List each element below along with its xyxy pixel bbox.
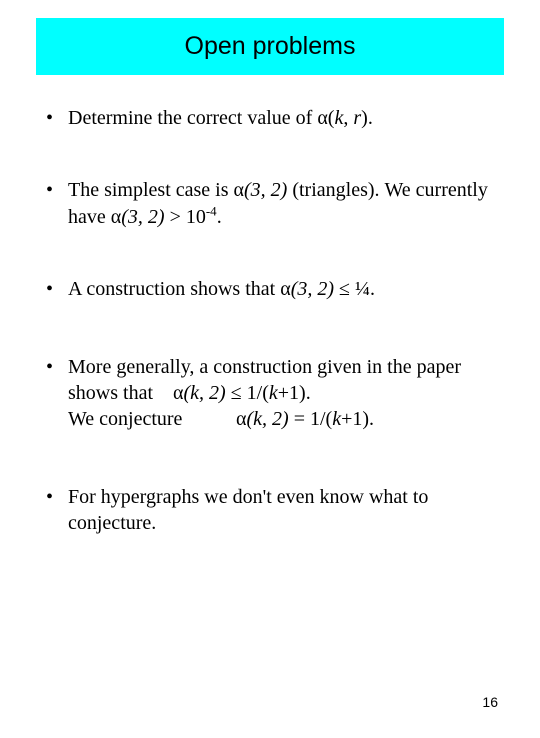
bullet-item-4: More generally, a construction given in … [36, 354, 504, 432]
slide-title: Open problems [36, 18, 504, 75]
bullet-item-1: Determine the correct value of α(k, r). [36, 105, 504, 131]
bullet-item-3: A construction shows that α(3, 2) ≤ ¼. [36, 276, 504, 302]
bullet-text: For hypergraphs we don't even know what … [68, 486, 428, 534]
bullet-text: More generally, a construction given in … [68, 356, 461, 430]
bullet-text: A construction shows that α(3, 2) ≤ ¼. [68, 278, 375, 300]
bullet-item-5: For hypergraphs we don't even know what … [36, 484, 504, 536]
page-number: 16 [482, 694, 498, 710]
bullet-list: Determine the correct value of α(k, r). … [36, 105, 504, 536]
bullet-text: The simplest case is α(3, 2) (triangles)… [68, 179, 488, 228]
bullet-text: Determine the correct value of α(k, r). [68, 107, 373, 129]
bullet-item-2: The simplest case is α(3, 2) (triangles)… [36, 177, 504, 230]
slide-body: Determine the correct value of α(k, r). … [36, 105, 504, 536]
